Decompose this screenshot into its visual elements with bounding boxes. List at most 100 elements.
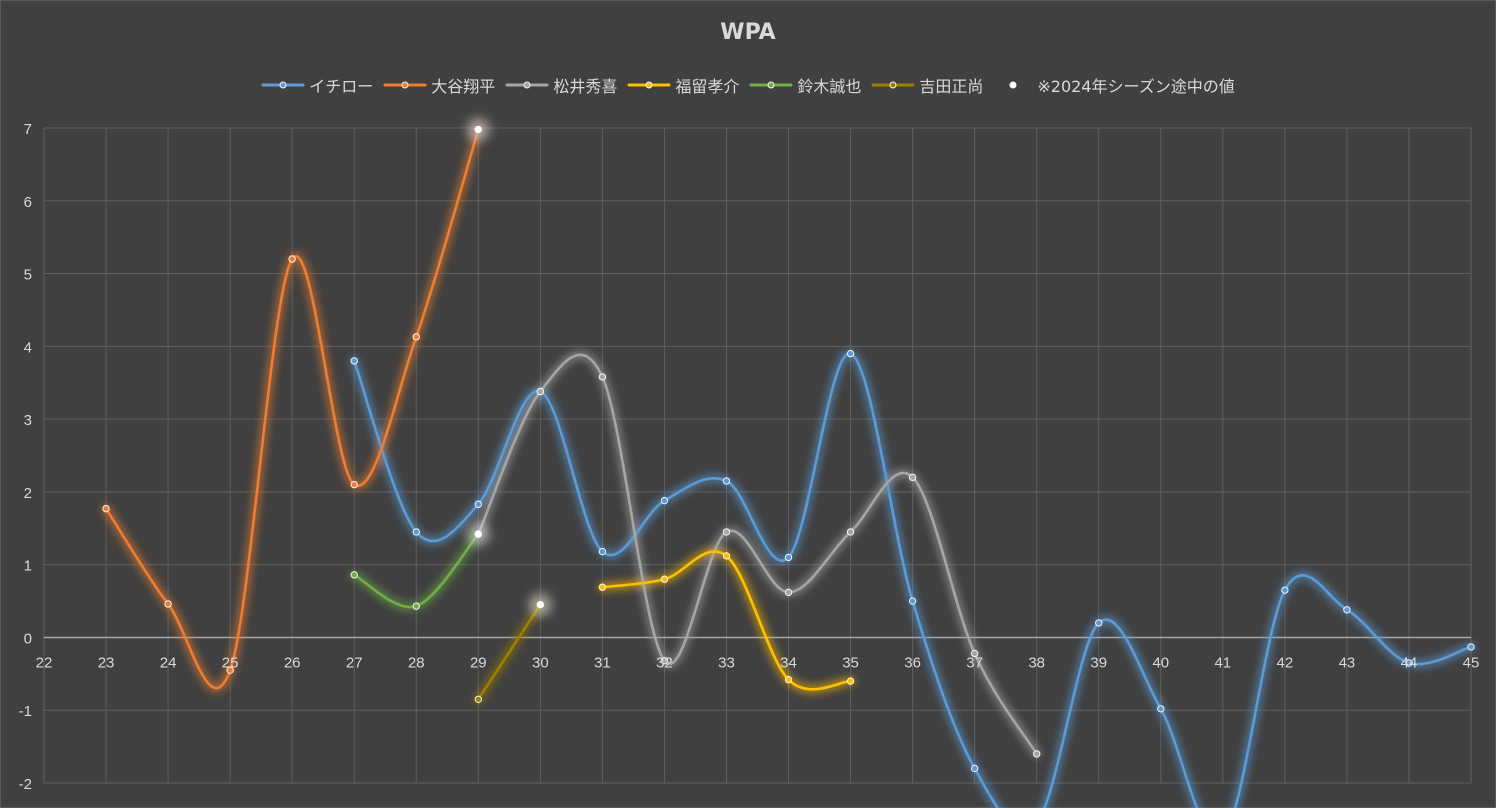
legend-label: イチロー bbox=[309, 77, 374, 96]
series-point bbox=[102, 504, 110, 513]
series-line bbox=[601, 550, 852, 691]
y-tick-label: 5 bbox=[24, 267, 32, 284]
legend-label: 大谷翔平 bbox=[431, 77, 496, 96]
series-point bbox=[660, 657, 669, 665]
x-tick-label: 42 bbox=[1277, 654, 1294, 671]
series-point bbox=[164, 600, 172, 608]
highlight-point bbox=[536, 601, 544, 609]
series-point bbox=[908, 473, 917, 482]
x-tick-label: 36 bbox=[904, 654, 921, 671]
x-tick-label: 27 bbox=[346, 654, 363, 671]
y-tick-label: 3 bbox=[24, 412, 32, 429]
x-tick-label: 33 bbox=[718, 654, 735, 671]
x-tick-label: 29 bbox=[470, 654, 487, 671]
series-point bbox=[1095, 619, 1103, 627]
series-point bbox=[722, 528, 731, 536]
series-point bbox=[598, 547, 607, 556]
series-point bbox=[660, 575, 669, 583]
x-tick-label: 39 bbox=[1090, 654, 1107, 671]
series-point bbox=[474, 695, 483, 704]
legend-swatch bbox=[749, 81, 793, 89]
series-point bbox=[970, 649, 979, 658]
legend-swatch bbox=[1009, 81, 1017, 89]
series-point bbox=[660, 496, 669, 505]
series-point bbox=[598, 583, 607, 591]
series-glow bbox=[473, 350, 1042, 759]
x-tick-label: 24 bbox=[160, 654, 177, 671]
legend-item: 福留孝介 bbox=[627, 73, 739, 97]
legend-label: 鈴木誠也 bbox=[797, 77, 862, 96]
series-point bbox=[846, 528, 855, 536]
highlight-point bbox=[474, 125, 482, 134]
series-point bbox=[350, 571, 358, 579]
x-tick-label: 26 bbox=[284, 654, 301, 671]
series-point bbox=[226, 666, 234, 674]
series-point bbox=[412, 528, 420, 536]
x-tick-label: 38 bbox=[1028, 654, 1045, 671]
legend-swatch bbox=[261, 81, 305, 89]
series-point bbox=[598, 373, 607, 381]
x-tick-label: 31 bbox=[594, 654, 611, 671]
legend-item: 吉田正尚 bbox=[871, 73, 983, 97]
series-point bbox=[536, 387, 545, 396]
x-tick-label: 28 bbox=[408, 654, 425, 671]
x-tick-label: 25 bbox=[222, 654, 239, 671]
y-tick-label: 1 bbox=[24, 558, 32, 575]
x-tick-label: 44 bbox=[1401, 654, 1418, 671]
x-tick-label: 43 bbox=[1339, 654, 1356, 671]
series-point bbox=[288, 255, 296, 263]
x-tick-label: 37 bbox=[966, 654, 983, 671]
series-point bbox=[350, 480, 358, 489]
series-point bbox=[908, 597, 917, 605]
legend-swatch bbox=[505, 81, 549, 89]
legend-item: イチロー bbox=[261, 73, 373, 97]
series-point bbox=[1157, 705, 1165, 713]
legend-label: 松井秀喜 bbox=[553, 77, 618, 96]
series-point bbox=[1032, 750, 1041, 758]
series-point bbox=[784, 588, 793, 597]
series-point bbox=[722, 552, 731, 560]
x-tick-label: 34 bbox=[780, 654, 797, 671]
y-tick-label: 0 bbox=[24, 630, 32, 647]
series-point bbox=[1405, 659, 1413, 667]
x-tick-label: 40 bbox=[1152, 654, 1169, 671]
series-point bbox=[784, 675, 793, 684]
highlight-point bbox=[474, 530, 482, 538]
series-point bbox=[474, 500, 483, 508]
y-tick-label: -1 bbox=[19, 703, 32, 720]
x-tick-label: 30 bbox=[532, 654, 549, 671]
series-point bbox=[412, 602, 420, 610]
y-tick-label: 6 bbox=[24, 194, 32, 211]
legend-label: 吉田正尚 bbox=[919, 77, 984, 96]
x-tick-label: 23 bbox=[98, 654, 115, 671]
legend-swatch bbox=[627, 81, 671, 89]
x-tick-label: 32 bbox=[656, 654, 673, 671]
y-tick-label: 4 bbox=[24, 339, 32, 356]
series-point bbox=[1343, 606, 1351, 614]
legend-swatch bbox=[383, 81, 427, 89]
series-point bbox=[846, 677, 855, 685]
legend-label: 福留孝介 bbox=[675, 77, 740, 96]
legend-item: 鈴木誠也 bbox=[749, 73, 861, 97]
series-line bbox=[477, 603, 542, 701]
series-point bbox=[970, 764, 979, 773]
chart-legend: イチロー 大谷翔平 松井秀喜 福留孝介 鈴木誠也 吉田正尚 ※2024年シーズン途中の値 bbox=[0, 72, 1496, 98]
y-tick-label: -2 bbox=[19, 776, 32, 793]
y-tick-label: 2 bbox=[24, 485, 32, 502]
series-point bbox=[412, 333, 420, 341]
x-tick-label: 35 bbox=[842, 654, 859, 671]
y-tick-label: 7 bbox=[24, 121, 32, 138]
series-point bbox=[722, 477, 731, 485]
x-tick-label: 22 bbox=[36, 654, 53, 671]
legend-item-highlight: ※2024年シーズン途中の値 bbox=[993, 73, 1235, 97]
series-point bbox=[846, 349, 855, 358]
legend-item: 松井秀喜 bbox=[505, 73, 617, 97]
series-point bbox=[784, 553, 793, 562]
legend-swatch bbox=[871, 81, 915, 89]
series-point bbox=[1281, 586, 1289, 594]
chart-title: WPA bbox=[720, 20, 776, 45]
x-tick-label: 45 bbox=[1463, 654, 1480, 671]
legend-label: ※2024年シーズン途中の値 bbox=[1037, 77, 1235, 96]
